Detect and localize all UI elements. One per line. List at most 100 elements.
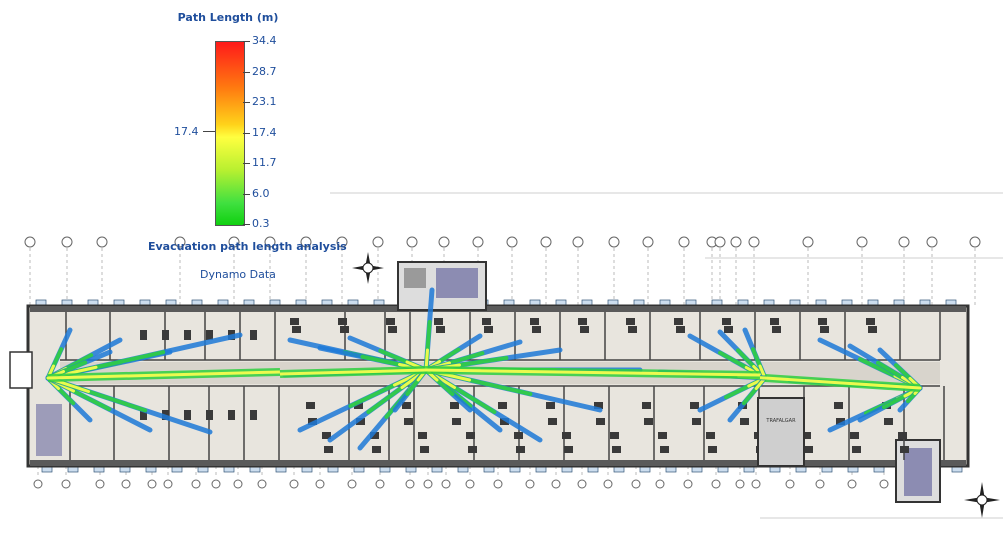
grid-marker — [264, 236, 276, 248]
door-tag — [711, 299, 723, 306]
desk — [578, 318, 587, 325]
door-tag — [321, 299, 333, 306]
grid-marker — [423, 479, 433, 489]
door-tag — [243, 299, 255, 306]
desk — [482, 318, 491, 325]
desk — [530, 318, 539, 325]
desk — [290, 318, 299, 325]
desk — [206, 330, 213, 340]
door-tag — [951, 466, 963, 473]
door-tag — [919, 299, 931, 306]
desk — [324, 446, 333, 453]
door-tag — [763, 299, 775, 306]
door-tag — [945, 299, 957, 306]
desk — [418, 432, 427, 439]
color-scale-bar — [215, 41, 245, 226]
path-trunk — [425, 368, 761, 377]
grid-marker — [347, 479, 357, 489]
legend-tick-mark — [243, 102, 250, 103]
desk — [372, 446, 381, 453]
door-tag — [587, 466, 599, 473]
evacuation-paths — [45, 287, 923, 451]
desk — [292, 326, 301, 333]
desk — [740, 418, 749, 425]
grid-marker — [406, 236, 418, 248]
legend-tick-mark — [243, 224, 250, 225]
door-tag — [743, 466, 755, 473]
door-tag — [821, 466, 833, 473]
desk — [722, 318, 731, 325]
room-label: TRAFALGAR — [765, 418, 796, 424]
desk — [898, 432, 907, 439]
grid-marker — [683, 479, 693, 489]
door-tag — [41, 466, 53, 473]
desk — [818, 318, 827, 325]
grid-marker — [257, 479, 267, 489]
desk — [466, 432, 475, 439]
door-tag — [529, 299, 541, 306]
desk — [370, 432, 379, 439]
grid-marker — [211, 479, 221, 489]
door-tag — [197, 466, 209, 473]
grid-marker — [336, 236, 348, 248]
door-tag — [431, 466, 443, 473]
source-caption: Dynamo Data — [200, 268, 276, 281]
door-tag — [795, 466, 807, 473]
door-tag — [815, 299, 827, 306]
desk — [322, 432, 331, 439]
grid-marker — [926, 236, 938, 248]
door-tag — [555, 299, 567, 306]
desk — [772, 326, 781, 333]
grid-marker — [95, 479, 105, 489]
desk — [706, 432, 715, 439]
desk — [162, 330, 169, 340]
legend-tick-label: 0.3 — [252, 217, 270, 230]
desk — [644, 418, 653, 425]
legend-tick-mark — [243, 163, 250, 164]
desk — [184, 330, 191, 340]
desk — [820, 326, 829, 333]
desk — [884, 418, 893, 425]
grid-marker — [631, 479, 641, 489]
desk — [386, 318, 395, 325]
door-tag — [717, 466, 729, 473]
door-tag — [379, 466, 391, 473]
grid-marker — [711, 479, 721, 489]
desk — [206, 410, 213, 420]
furniture — [140, 318, 909, 453]
door-tag — [301, 466, 313, 473]
grid-marker — [493, 479, 503, 489]
desk — [610, 432, 619, 439]
desk — [770, 318, 779, 325]
door-tag — [613, 466, 625, 473]
door-tag — [457, 466, 469, 473]
door-tag — [217, 299, 229, 306]
path-trunk — [47, 370, 281, 380]
grid-marker — [969, 236, 981, 248]
door-tag — [223, 466, 235, 473]
grid-marker — [61, 479, 71, 489]
door-tag — [87, 299, 99, 306]
grid-markers-bottom — [33, 466, 963, 489]
door-tag — [789, 299, 801, 306]
grid-marker — [405, 479, 415, 489]
grid-marker — [730, 236, 742, 248]
path-trunk — [279, 368, 427, 376]
door-tag — [509, 466, 521, 473]
desk — [250, 330, 257, 340]
grid-marker — [678, 236, 690, 248]
grid-marker — [856, 236, 868, 248]
grid-marker — [551, 479, 561, 489]
grid-marker — [315, 479, 325, 489]
desk — [498, 402, 507, 409]
desk — [356, 418, 365, 425]
door-tag — [67, 466, 79, 473]
desk — [484, 326, 493, 333]
desk — [562, 432, 571, 439]
grid-marker — [121, 479, 131, 489]
desk — [900, 446, 909, 453]
door-tag — [659, 299, 671, 306]
grid-marker — [815, 479, 825, 489]
grid-marker — [785, 479, 795, 489]
